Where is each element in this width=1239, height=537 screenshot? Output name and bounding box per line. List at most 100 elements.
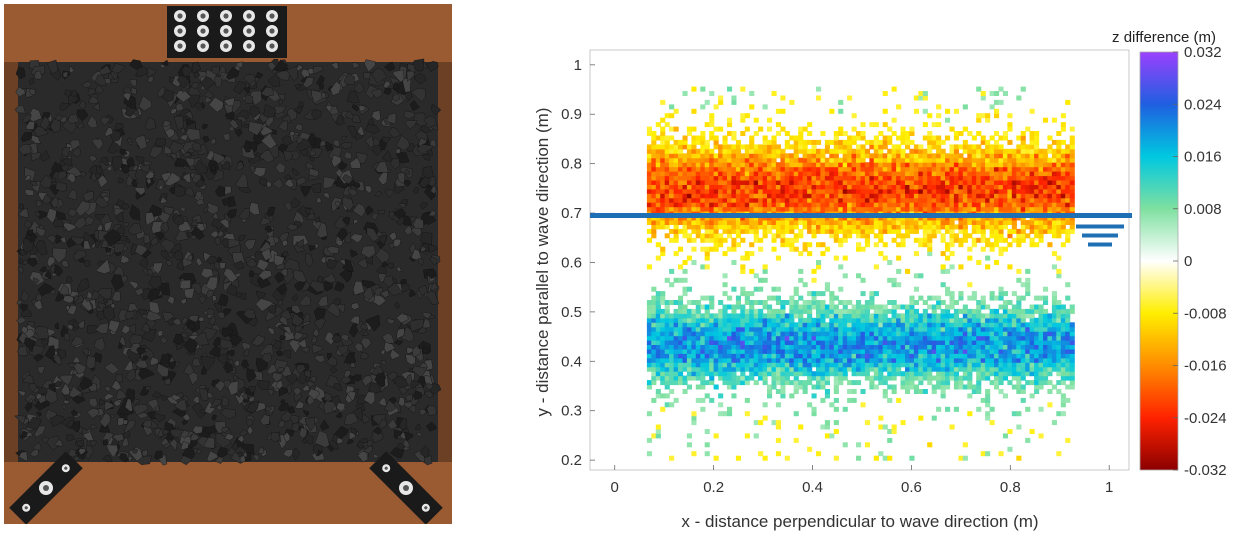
heatmap-cell (909, 456, 914, 461)
heatmap-cell (896, 331, 901, 336)
heatmap-cell (838, 167, 843, 172)
heatmap-cell (678, 153, 683, 158)
heatmap-cell (914, 171, 919, 176)
heatmap-cell (932, 353, 937, 358)
heatmap-cell (1003, 167, 1008, 172)
heatmap-cell (847, 198, 852, 203)
heatmap-cell (852, 371, 857, 376)
heatmap-cell (994, 184, 999, 189)
heatmap-cell (1016, 198, 1021, 203)
heatmap-cell (1070, 309, 1075, 314)
heatmap-cell (718, 353, 723, 358)
heatmap-cell (763, 376, 768, 381)
heatmap-cell (976, 345, 981, 350)
heatmap-cell (972, 389, 977, 394)
heatmap-cell (687, 327, 692, 332)
heatmap-cell (665, 113, 670, 118)
heatmap-cell (1052, 340, 1057, 345)
heatmap-cell (941, 171, 946, 176)
heatmap-cell (976, 322, 981, 327)
heatmap-cell (1030, 353, 1035, 358)
heatmap-cell (852, 322, 857, 327)
heatmap-cell (709, 171, 714, 176)
heatmap-cell (905, 180, 910, 185)
heatmap-cell (1003, 238, 1008, 243)
heatmap-cell (999, 171, 1004, 176)
heatmap-cell (963, 367, 968, 372)
heatmap-cell (714, 456, 719, 461)
heatmap-cell (981, 247, 986, 252)
heatmap-cell (820, 353, 825, 358)
heatmap-cell (905, 349, 910, 354)
heatmap-cell (691, 180, 696, 185)
heatmap-cell (905, 336, 910, 341)
heatmap-cell (763, 104, 768, 109)
heatmap-cell (985, 224, 990, 229)
heatmap-cell (1025, 158, 1030, 163)
heatmap-cell (705, 220, 710, 225)
heatmap-cell (909, 202, 914, 207)
heatmap-cell (1030, 327, 1035, 332)
heatmap-cell (1047, 349, 1052, 354)
heatmap-cell (1016, 358, 1021, 363)
heatmap-cell (1056, 318, 1061, 323)
heatmap-cell (816, 353, 821, 358)
heatmap-cell (812, 184, 817, 189)
heatmap-cell (740, 238, 745, 243)
heatmap-cell (1021, 171, 1026, 176)
heatmap-cell (1012, 171, 1017, 176)
heatmap-cell (843, 345, 848, 350)
heatmap-cell (981, 376, 986, 381)
heatmap-cell (687, 322, 692, 327)
heatmap-cell (981, 202, 986, 207)
heatmap-cell (896, 171, 901, 176)
heatmap-cell (869, 327, 874, 332)
heatmap-cell (1043, 184, 1048, 189)
heatmap-cell (763, 220, 768, 225)
heatmap-cell (807, 180, 812, 185)
heatmap-cell (731, 242, 736, 247)
heatmap-cell (994, 260, 999, 265)
heatmap-cell (1039, 380, 1044, 385)
heatmap-cell (807, 193, 812, 198)
heatmap-cell (749, 153, 754, 158)
heatmap-cell (691, 229, 696, 234)
heatmap-cell (901, 224, 906, 229)
heatmap-cell (918, 242, 923, 247)
heatmap-cell (887, 162, 892, 167)
heatmap-cell (687, 171, 692, 176)
heatmap-cell (927, 220, 932, 225)
heatmap-cell (754, 184, 759, 189)
heatmap-cell (665, 162, 670, 167)
heatmap-cell (772, 202, 777, 207)
heatmap-cell (1043, 371, 1048, 376)
heatmap-cell (798, 371, 803, 376)
heatmap-cell (789, 358, 794, 363)
heatmap-cell (869, 367, 874, 372)
heatmap-cell (691, 411, 696, 416)
heatmap-cell (990, 380, 995, 385)
heatmap-cell (865, 176, 870, 181)
heatmap-cell (763, 224, 768, 229)
heatmap-cell (1052, 198, 1057, 203)
heatmap-cell (950, 144, 955, 149)
heatmap-cell (1007, 207, 1012, 212)
heatmap-cell (772, 171, 777, 176)
heatmap-cell (740, 371, 745, 376)
heatmap-cell (909, 345, 914, 350)
heatmap-cell (874, 189, 879, 194)
heatmap-cell (958, 144, 963, 149)
heatmap-cell (829, 162, 834, 167)
heatmap-cell (861, 162, 866, 167)
heatmap-cell (861, 224, 866, 229)
heatmap-cell (1012, 353, 1017, 358)
heatmap-cell (918, 207, 923, 212)
heatmap-cell (896, 220, 901, 225)
heatmap-cell (954, 198, 959, 203)
heatmap-cell (767, 362, 772, 367)
heatmap-cell (816, 349, 821, 354)
heatmap-cell (994, 331, 999, 336)
heatmap-cell (723, 340, 728, 345)
heatmap-cell (887, 167, 892, 172)
heatmap-cell (763, 353, 768, 358)
